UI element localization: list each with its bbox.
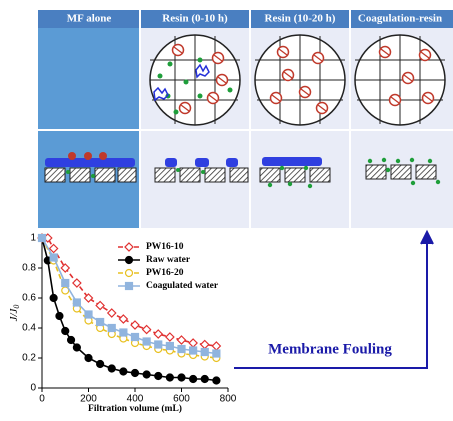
marker xyxy=(84,353,93,363)
x-tick-label: 600 xyxy=(173,394,190,405)
organic-matter xyxy=(153,63,210,102)
fouling-arrow xyxy=(234,229,434,369)
foulant-cake xyxy=(45,157,322,167)
series-line xyxy=(41,237,217,355)
marker xyxy=(130,368,140,378)
marker xyxy=(72,343,81,352)
diagram: MF alone Resin (0-10 h) Resin (10-20 h) … xyxy=(38,10,453,228)
marker xyxy=(37,233,47,243)
y-tick-label: 0.2 xyxy=(22,353,36,364)
marker xyxy=(189,374,198,384)
marker xyxy=(72,298,81,307)
legend-marker xyxy=(124,268,134,278)
y-tick-label: 0.4 xyxy=(22,323,36,334)
marker xyxy=(49,253,58,262)
marker xyxy=(177,373,186,382)
legend-label: Coagulated water xyxy=(146,281,219,291)
foulant-dots xyxy=(66,157,441,189)
marker xyxy=(49,293,58,303)
legend-entry: Raw water xyxy=(118,255,191,265)
legend-entry: PW16-20 xyxy=(118,268,184,278)
marker xyxy=(154,340,163,349)
chart: Filtration volume (mL) J/J0 0 200 400 600 80… xyxy=(8,233,237,415)
marker xyxy=(119,328,128,337)
x-tick-label: 0 xyxy=(39,394,45,405)
marker xyxy=(118,314,129,324)
foulant-particles xyxy=(68,152,107,160)
marker xyxy=(200,347,209,357)
legend-label: PW16-20 xyxy=(146,268,184,278)
marker xyxy=(130,320,140,330)
annotation: Membrane Fouling xyxy=(268,341,392,357)
x-axis-label: Filtration volume (mL) xyxy=(88,403,182,414)
legend-entry: PW16-10 xyxy=(118,242,184,252)
marker xyxy=(141,324,152,335)
legend-label: PW16-10 xyxy=(146,242,184,252)
membranes xyxy=(44,164,437,183)
marker xyxy=(142,370,151,379)
marker xyxy=(212,376,221,385)
y-label-main: J/J xyxy=(8,307,20,321)
legend-marker xyxy=(124,281,134,291)
marker xyxy=(153,329,164,339)
marker xyxy=(119,367,128,376)
marker xyxy=(55,311,64,321)
x-tick-label: 800 xyxy=(220,394,237,405)
marker xyxy=(61,326,70,336)
y-label-sub: 0 xyxy=(12,305,21,309)
marker xyxy=(165,373,174,382)
legend-marker xyxy=(124,242,134,252)
marker xyxy=(60,263,71,273)
y-tick-label: 1 xyxy=(30,233,36,244)
legend-label: Raw water xyxy=(146,255,191,265)
marker xyxy=(48,243,59,254)
y-tick-label: 0.8 xyxy=(22,263,36,274)
column-header: MF alone xyxy=(67,13,112,25)
resin-circles xyxy=(149,34,446,126)
marker xyxy=(61,278,70,288)
marker xyxy=(154,371,163,381)
marker xyxy=(107,323,116,333)
marker xyxy=(189,346,198,355)
series-line xyxy=(41,237,217,359)
legend-marker xyxy=(124,255,134,265)
column-header: Resin (0-10 h) xyxy=(162,13,228,25)
y-axis-label: J/J0 xyxy=(8,305,21,322)
marker xyxy=(200,374,209,384)
series-line xyxy=(42,237,217,347)
marker xyxy=(165,332,175,342)
marker xyxy=(212,349,221,358)
y-tick-label: 0.6 xyxy=(22,293,36,304)
legend-entry: Coagulated water xyxy=(118,281,219,291)
marker xyxy=(142,337,151,346)
marker xyxy=(106,308,117,318)
x-tick-label: 200 xyxy=(80,394,97,405)
column-header: Coagulation-resin xyxy=(358,13,442,25)
marker xyxy=(84,310,93,319)
marker xyxy=(66,335,76,345)
x-tick-label: 400 xyxy=(127,394,144,405)
marker xyxy=(72,278,82,288)
marker xyxy=(96,359,105,369)
marker xyxy=(96,317,105,327)
y-tick-label: 0 xyxy=(30,383,36,394)
marker xyxy=(177,344,186,354)
marker xyxy=(95,300,105,311)
plot-area xyxy=(42,238,228,388)
marker xyxy=(130,332,140,342)
column-header: Resin (10-20 h) xyxy=(265,13,336,25)
marker xyxy=(107,364,116,373)
marker xyxy=(165,341,174,351)
marker xyxy=(176,335,187,345)
marker xyxy=(83,293,94,303)
mf-column xyxy=(38,28,140,228)
